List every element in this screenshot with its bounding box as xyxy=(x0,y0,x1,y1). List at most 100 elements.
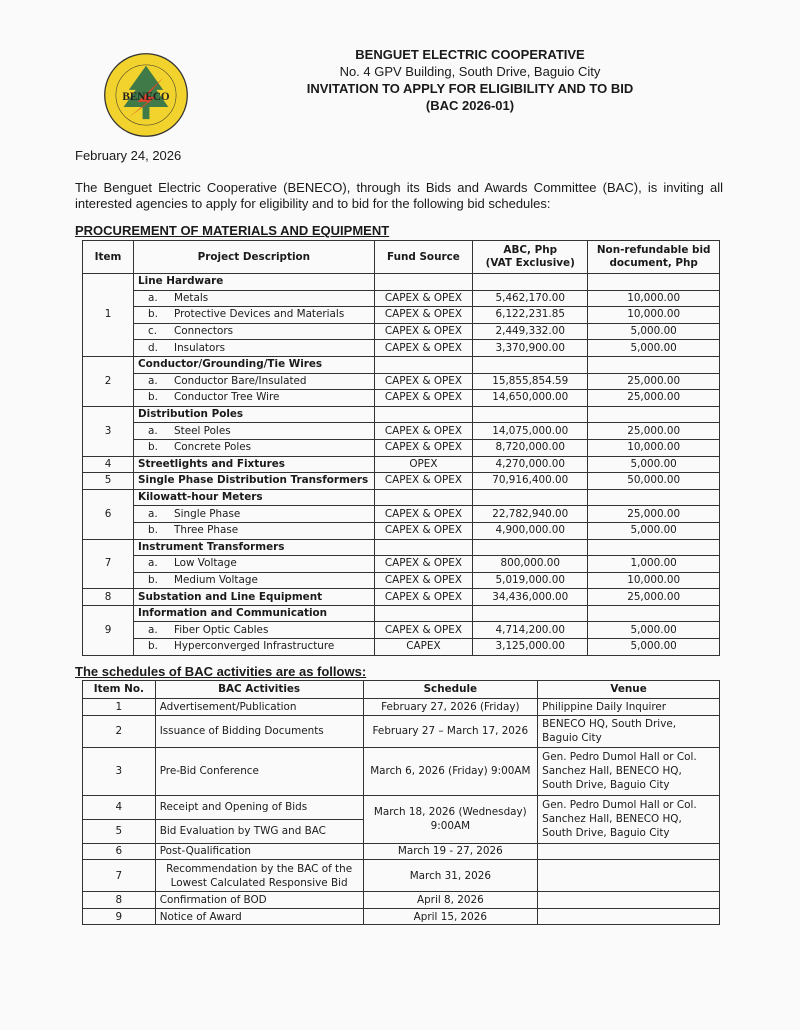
bid-doc-fee: 25,000.00 xyxy=(587,389,720,407)
item-number: 8 xyxy=(81,588,135,606)
item-title: Streetlights and Fixtures xyxy=(133,455,375,474)
bac-activity: Advertisement/Publication xyxy=(154,698,364,716)
item-title: Substation and Line Equipment xyxy=(133,588,375,606)
sub-item-letter: b. xyxy=(148,308,158,321)
bid-doc-fee: 25,000.00 xyxy=(587,505,720,523)
procurement-table: Item Project Description Fund Source ABC, P… xyxy=(81,240,720,656)
bid-doc-fee: 10,000.00 xyxy=(587,306,720,324)
schedule-date: March 19 - 27, 2026 xyxy=(362,842,539,861)
item-title: Single Phase Distribution Transformers xyxy=(133,472,375,490)
table-row: 7 Recommendation by the BAC of the Lowest… xyxy=(82,859,720,893)
sub-item-name: Conductor Tree Wire xyxy=(174,391,280,404)
abc-amount: 14,650,000.00 xyxy=(472,389,589,407)
sub-item-description: a. Metals xyxy=(133,289,375,308)
bid-doc-fee: 1,000.00 xyxy=(587,555,720,573)
sub-item-name: Connectors xyxy=(174,325,234,338)
fund-source: CAPEX xyxy=(373,638,474,656)
fund-source: CAPEX & OPEX xyxy=(373,571,474,590)
fund-source: CAPEX & OPEX xyxy=(373,422,474,440)
bid-doc-fee: 5,000.00 xyxy=(587,339,720,357)
table-row: a. Single Phase CAPEX & OPEX 22,782,940.00 2… xyxy=(83,505,720,523)
fund-source: CAPEX & OPEX xyxy=(373,389,474,407)
bac-activity: Recommendation by the BAC of the Lowest … xyxy=(154,859,364,893)
item-number: 2 xyxy=(81,355,135,407)
empty-cell xyxy=(472,488,589,507)
table-row: a. Low Voltage CAPEX & OPEX 800,000.00 1,000… xyxy=(83,555,720,573)
table-row: 6 Post-Qualification March 19 - 27, 2026 xyxy=(82,842,720,861)
sub-item-name: Metals xyxy=(174,291,209,304)
bid-doc-fee: 5,000.00 xyxy=(587,521,720,540)
schedule-date: March 6, 2026 (Friday) 9:00AM xyxy=(362,746,539,796)
table-row: 1 Line Hardware xyxy=(81,273,720,357)
empty-cell xyxy=(587,538,720,557)
venue: Gen. Pedro Dumol Hall or Col. Sanchez Ha… xyxy=(537,746,720,796)
bac-activity: Receipt and Opening of Bids xyxy=(154,794,364,820)
empty-cell xyxy=(472,273,589,291)
bid-doc-fee: 25,000.00 xyxy=(587,372,720,391)
item-number: 8 xyxy=(82,891,156,909)
table-row: b. Three Phase CAPEX & OPEX 4,900,000.00 5,0… xyxy=(83,521,720,540)
fund-source: CAPEX & OPEX xyxy=(373,521,474,540)
table-row: a. Conductor Bare/Insulated CAPEX & OPEX 15… xyxy=(83,372,720,391)
item-number: 6 xyxy=(82,842,156,861)
sub-item-name: Conductor Bare/Insulated xyxy=(174,374,307,387)
item-title: Conductor/Grounding/Tie Wires xyxy=(133,355,375,374)
empty-cell xyxy=(587,604,720,623)
abc-amount: 3,125,000.00 xyxy=(472,638,589,656)
fund-source: CAPEX & OPEX xyxy=(373,555,474,573)
schedule-date: April 8, 2026 xyxy=(362,891,539,909)
column-header: Venue xyxy=(537,680,720,699)
abc-amount: 22,782,940.00 xyxy=(472,505,589,523)
fund-source: CAPEX & OPEX xyxy=(373,289,474,308)
table-row: 5 Single Phase Distribution Transformers C… xyxy=(81,472,720,490)
abc-amount: 34,436,000.00 xyxy=(472,588,589,606)
sub-item-name: Three Phase xyxy=(174,524,239,537)
beneco-logo: BENECO xyxy=(104,53,188,137)
venue xyxy=(537,859,720,893)
abc-amount: 14,075,000.00 xyxy=(472,422,589,440)
fund-source: CAPEX & OPEX xyxy=(373,306,474,324)
empty-cell xyxy=(472,405,589,424)
table-row: 8 Confirmation of BOD April 8, 2026 xyxy=(82,891,720,909)
column-header: Item xyxy=(81,240,135,274)
item-number: 7 xyxy=(81,538,135,590)
bid-doc-fee: 50,000.00 xyxy=(587,472,720,490)
sub-item-letter: a. xyxy=(148,557,158,570)
empty-cell xyxy=(472,355,589,374)
item-title: Line Hardware xyxy=(133,273,375,291)
fund-source: CAPEX & OPEX xyxy=(373,621,474,640)
abc-amount: 5,019,000.00 xyxy=(472,571,589,590)
sub-item-name: Steel Poles xyxy=(174,424,231,437)
sub-item-name: Protective Devices and Materials xyxy=(174,308,345,321)
sub-item-name: Fiber Optic Cables xyxy=(174,623,269,636)
empty-cell xyxy=(587,273,720,291)
schedule-heading: The schedules of BAC activities are as f… xyxy=(75,664,367,679)
schedule-table: Item No. BAC Activities Schedule Venue 1 Adv… xyxy=(82,680,720,926)
fund-source: CAPEX & OPEX xyxy=(373,372,474,391)
table-row: 7 Instrument Transformers xyxy=(81,538,720,590)
sub-item-letter: b. xyxy=(148,524,158,537)
abc-amount: 5,462,170.00 xyxy=(472,289,589,308)
sub-item-letter: a. xyxy=(148,623,158,636)
item-title: Distribution Poles xyxy=(133,405,375,424)
empty-cell xyxy=(373,405,474,424)
table-row: 2 Conductor/Grounding/Tie Wires xyxy=(81,355,720,407)
sub-item-description: c. Connectors xyxy=(133,322,375,341)
abc-amount: 70,916,400.00 xyxy=(472,472,589,490)
item-number: 2 xyxy=(82,714,156,748)
bac-activity: Notice of Award xyxy=(154,907,364,926)
bid-doc-fee: 25,000.00 xyxy=(587,588,720,606)
abc-amount: 3,370,900.00 xyxy=(472,339,589,357)
column-header: Item No. xyxy=(82,680,156,699)
item-number: 4 xyxy=(82,794,156,820)
sub-item-name: Hyperconverged Infrastructure xyxy=(174,640,335,653)
item-number: 9 xyxy=(82,907,156,926)
intro-paragraph: The Benguet Electric Cooperative (BENECO… xyxy=(75,180,723,211)
sub-item-description: a. Low Voltage xyxy=(133,555,375,573)
item-number: 9 xyxy=(81,604,135,656)
sub-item-name: Low Voltage xyxy=(174,557,237,570)
sub-item-letter: b. xyxy=(148,573,158,586)
item-title: Kilowatt-hour Meters xyxy=(133,488,375,507)
table-row: 1 Advertisement/Publication February 27, 2… xyxy=(82,698,720,716)
venue: BENECO HQ, South Drive, Baguio City xyxy=(537,714,720,748)
